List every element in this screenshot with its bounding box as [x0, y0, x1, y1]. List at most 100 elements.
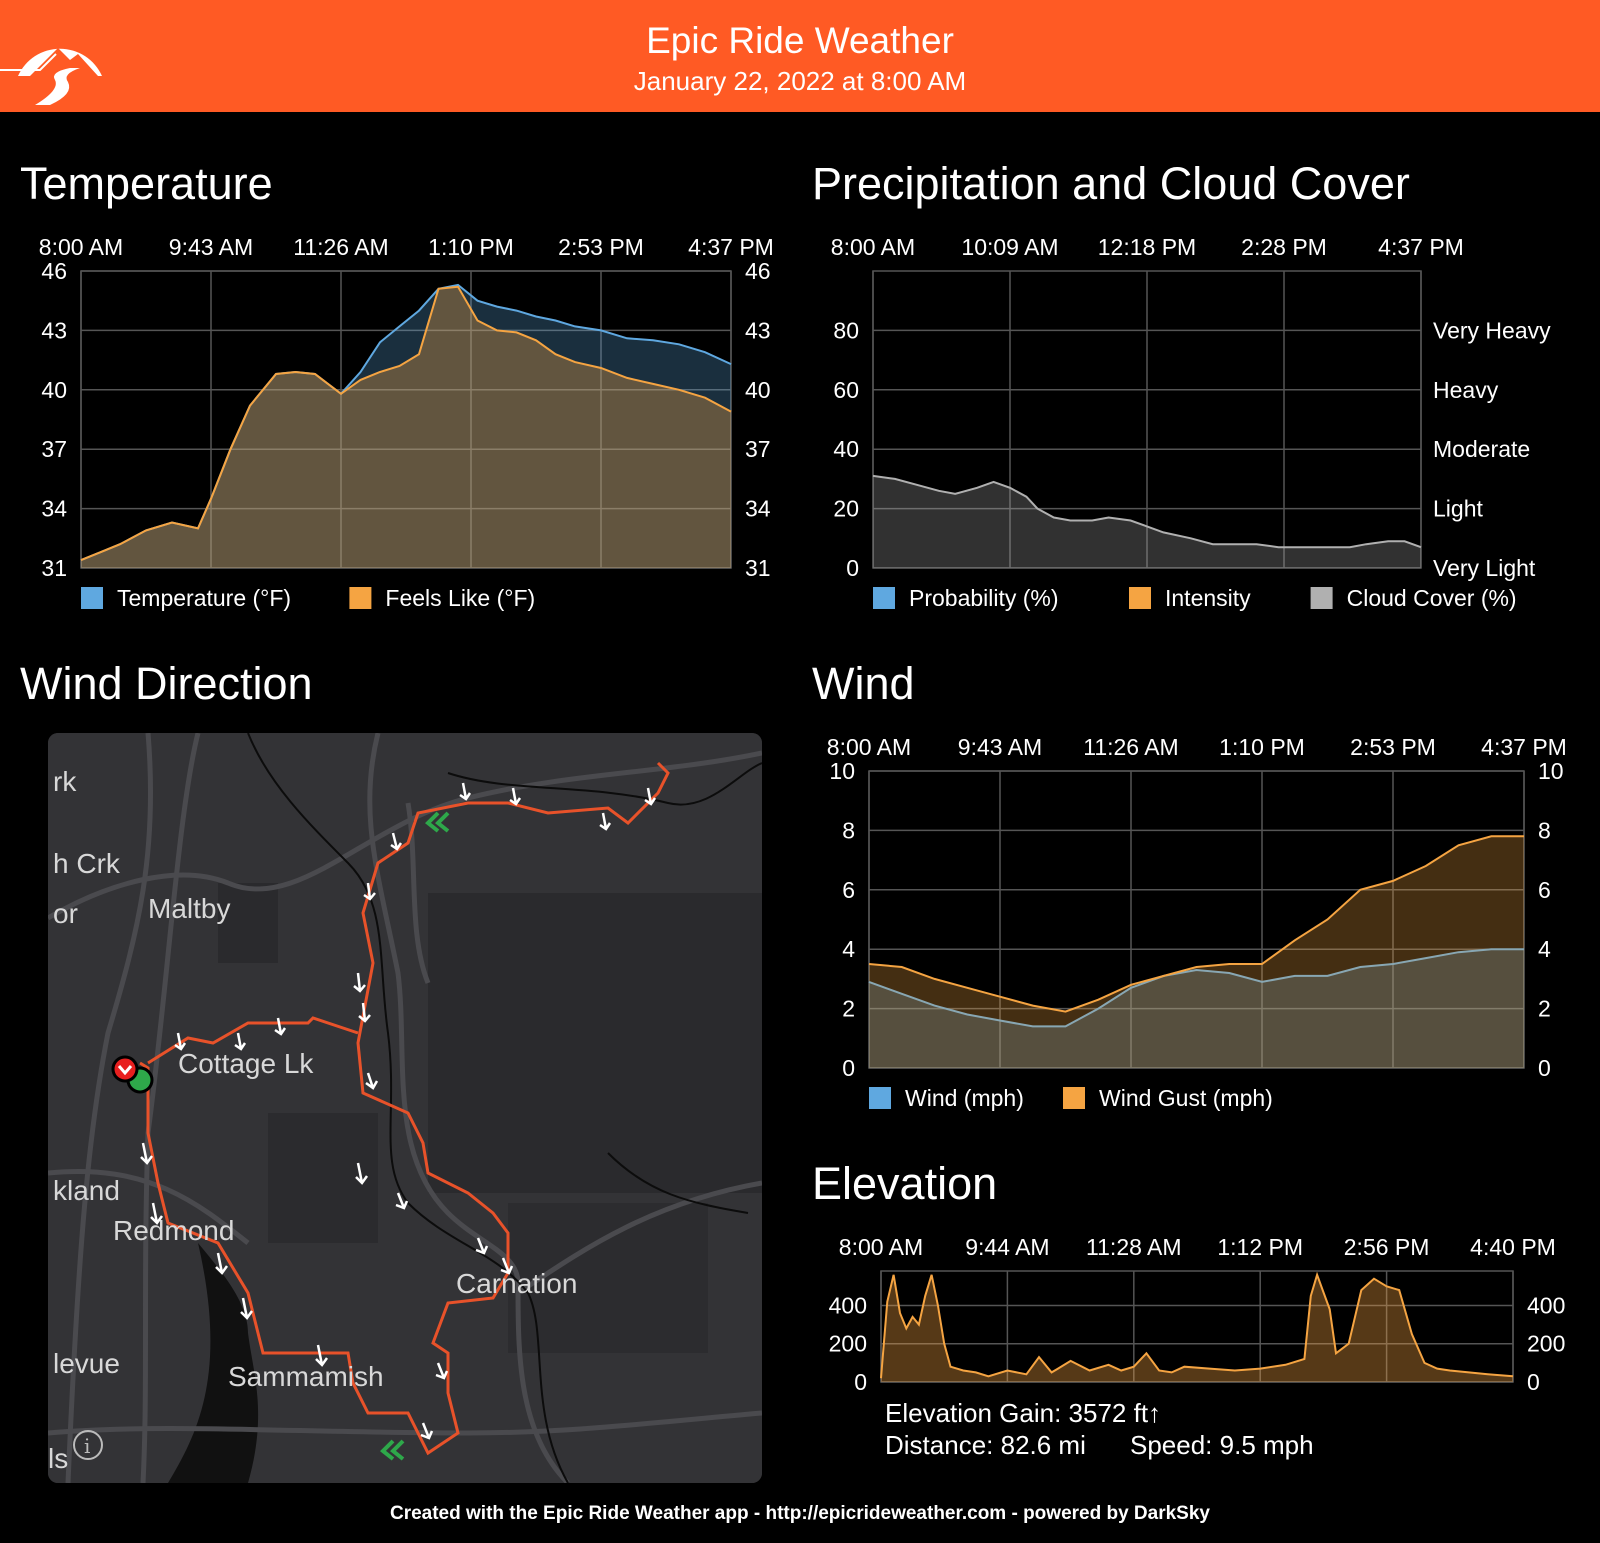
precip-x-tick-label: 12:18 PM [1098, 234, 1196, 260]
temperature-x-tick-label: 2:53 PM [558, 234, 644, 260]
precip-intensity-label: Heavy [1433, 377, 1499, 403]
temperature-y-tick-label: 46 [41, 258, 67, 284]
elevation-y-tick-label: 400 [829, 1292, 867, 1318]
wind-y-tick-label-right: 10 [1538, 758, 1564, 784]
precip-x-tick-label: 4:37 PM [1378, 234, 1464, 260]
wind-y-tick-label-right: 2 [1538, 996, 1551, 1022]
wind-series-area [869, 836, 1524, 1068]
precip-intensity-label: Light [1433, 496, 1483, 522]
precip-x-tick-label: 2:28 PM [1241, 234, 1327, 260]
temperature-series-area [81, 284, 731, 568]
temperature-y-tick-label-right: 31 [745, 555, 771, 581]
elevation-x-tick-label: 9:44 AM [965, 1234, 1049, 1260]
precip-legend-swatch [873, 587, 895, 609]
wind-arrows [140, 782, 657, 1440]
map-label-carnation: Carnation [456, 1268, 577, 1299]
precip-x-tick-label: 8:00 AM [831, 234, 915, 260]
precip-legend-swatch [1129, 587, 1151, 609]
temperature-series-area [81, 286, 731, 568]
wind-y-tick-label: 10 [829, 758, 855, 784]
map-label-rk: rk [53, 766, 77, 797]
wind-x-tick-label: 9:43 AM [958, 734, 1042, 760]
temperature-x-tick-label: 1:10 PM [428, 234, 514, 260]
temperature-y-tick-label-right: 43 [745, 317, 771, 343]
app-title: Epic Ride Weather [646, 20, 954, 61]
temperature-x-tick-label: 4:37 PM [688, 234, 774, 260]
wind-x-tick-label: 2:53 PM [1350, 734, 1436, 760]
precip-y-tick-label: 60 [833, 377, 859, 403]
wind-y-tick-label: 4 [842, 936, 855, 962]
distance-stat: Distance: 82.6 mi [885, 1430, 1086, 1460]
elevation-series-area [881, 1274, 1513, 1382]
temperature-legend-label: Temperature (°F) [117, 585, 291, 611]
precip-legend-swatch [1310, 587, 1333, 609]
temperature-y-tick-label-right: 37 [745, 436, 771, 462]
wind-legend-swatch [1063, 1087, 1085, 1109]
wind-x-tick-label: 11:26 AM [1083, 734, 1178, 760]
map-label-levue: levue [53, 1348, 120, 1379]
temperature-legend-swatch [81, 587, 103, 609]
precip-legend-label: Intensity [1165, 585, 1251, 611]
map-label-maltby: Maltby [148, 893, 230, 924]
wind-y-tick-label-right: 0 [1538, 1055, 1551, 1081]
elevation-y-tick-label: 200 [829, 1331, 867, 1357]
wind-x-tick-label: 1:10 PM [1219, 734, 1305, 760]
elevation-x-tick-label: 1:12 PM [1217, 1234, 1303, 1260]
wind-y-tick-label: 6 [842, 877, 855, 903]
precip-x-tick-label: 10:09 AM [961, 234, 1058, 260]
wind-legend-label: Wind (mph) [905, 1085, 1024, 1111]
precip-legend-label: Cloud Cover (%) [1347, 585, 1517, 611]
finish-marker [111, 1055, 139, 1083]
wind-series-area [869, 949, 1524, 1068]
wind-x-tick-label: 4:37 PM [1481, 734, 1567, 760]
temperature-y-tick-label: 34 [41, 496, 67, 522]
precip-y-tick-label: 20 [833, 496, 859, 522]
elevation-y-tick-label-right: 200 [1527, 1331, 1565, 1357]
temperature-series-line [80, 285, 732, 562]
precip-intensity-label: Very Light [1433, 555, 1536, 581]
elevation-x-tick-label: 4:40 PM [1470, 1234, 1556, 1260]
wind-plot-frame [868, 770, 1525, 1069]
map-label-h-crk: h Crk [53, 848, 121, 879]
route-map[interactable]: rk h Crk Maltby or Cottage Lk kland Redm… [48, 733, 762, 1483]
precip-legend-label: Probability (%) [909, 585, 1059, 611]
elevation-x-tick-label: 11:28 AM [1086, 1234, 1181, 1260]
ride-datetime: January 22, 2022 at 8:00 AM [633, 66, 967, 96]
map-label-redmond: Redmond [113, 1215, 234, 1246]
precip-y-tick-label: 0 [846, 555, 859, 581]
elevation-y-tick-label-right: 0 [1527, 1369, 1540, 1395]
elevation-y-tick-label-right: 400 [1527, 1292, 1565, 1318]
elevation-x-tick-label: 2:56 PM [1344, 1234, 1430, 1260]
wind-y-tick-label-right: 4 [1538, 936, 1551, 962]
wind-title: Wind [812, 658, 915, 709]
elevation-gain: Elevation Gain: 3572 ft↑ [885, 1398, 1162, 1428]
app-header: Epic Ride Weather January 22, 2022 at 8:… [0, 0, 1600, 112]
precip-title: Precipitation and Cloud Cover [812, 158, 1410, 209]
map-label-kland: kland [53, 1175, 120, 1206]
elevation-x-tick-label: 8:00 AM [839, 1234, 923, 1260]
elevation-title: Elevation [812, 1158, 998, 1209]
elevation-series-line [880, 1271, 1514, 1379]
temperature-legend-swatch [349, 587, 372, 609]
temperature-x-tick-label: 8:00 AM [39, 234, 123, 260]
wind-series-line [868, 835, 1524, 1013]
info-icon[interactable]: i [73, 1430, 103, 1460]
temperature-y-tick-label: 40 [41, 377, 67, 403]
temperature-y-tick-label-right: 40 [745, 377, 771, 403]
direction-chevron [380, 811, 450, 1461]
precip-series-line [872, 474, 1422, 549]
temperature-x-tick-label: 9:43 AM [169, 234, 253, 260]
wind-legend-swatch [869, 1087, 891, 1109]
temperature-y-tick-label-right: 46 [745, 258, 771, 284]
wind-direction-title: Wind Direction [20, 658, 313, 709]
footer-credit: Created with the Epic Ride Weather app -… [389, 1503, 1210, 1524]
precip-y-tick-label: 40 [833, 436, 859, 462]
wind-y-tick-label-right: 6 [1538, 877, 1551, 903]
temperature-y-tick-label: 37 [41, 436, 67, 462]
precip-intensity-label: Very Heavy [1433, 317, 1551, 343]
speed-stat: Speed: 9.5 mph [1130, 1430, 1314, 1460]
temperature-y-tick-label-right: 34 [745, 496, 771, 522]
map-label-sammamish: Sammamish [228, 1361, 384, 1392]
elevation-y-tick-label: 0 [854, 1369, 867, 1395]
